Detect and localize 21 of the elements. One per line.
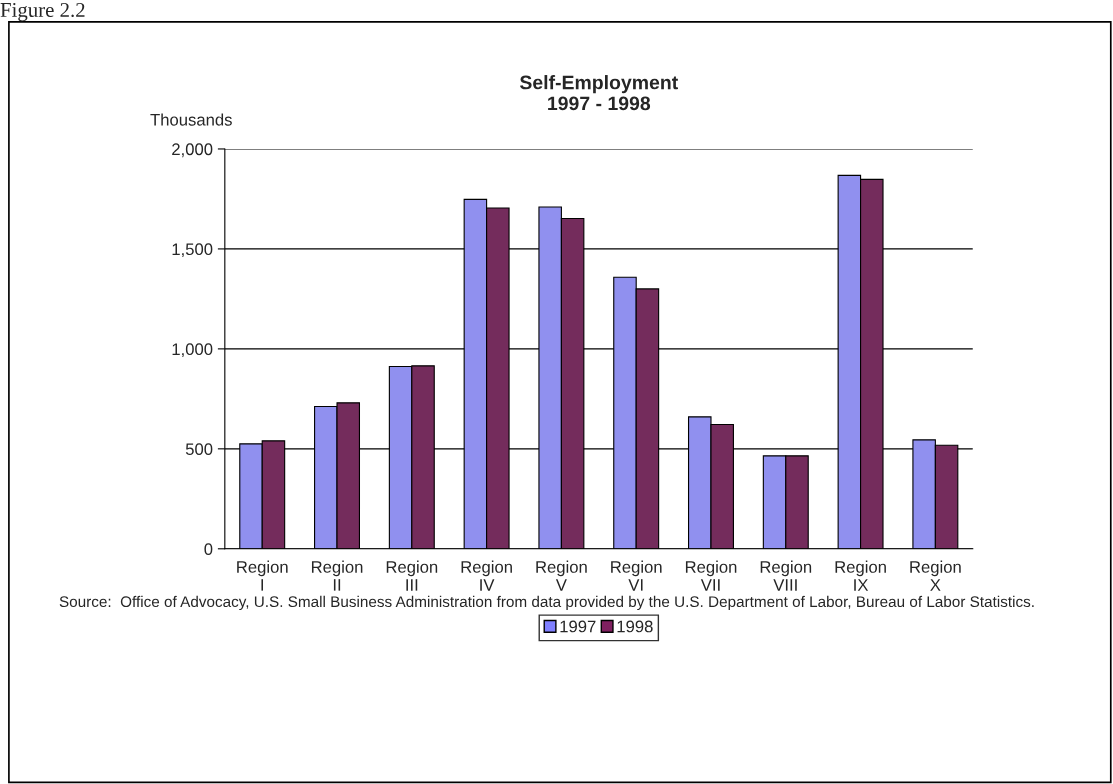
y-tick-label: 500 — [185, 443, 213, 456]
x-tick-label: Region IV — [461, 560, 512, 591]
caption: Figure 2.2 — [0, 2, 85, 22]
y-tick-label: 2,000 — [172, 143, 213, 158]
y-tick-label: 0 — [204, 543, 213, 555]
x-tick-label: Region VII — [685, 560, 737, 591]
source-note: Source: Office of Advocacy, U.S. Small Business Administration from data provided by the U.S. Department of Labor, Bureau of Labor Statistics. — [59, 595, 1034, 611]
x-tick-label: Region IX — [835, 560, 886, 591]
x-tick-label: Region VIII — [760, 560, 812, 591]
x-tick-label: Region X — [910, 560, 961, 591]
x-tick-label: Region III — [386, 560, 438, 591]
legend-label: 1997 — [560, 620, 596, 633]
y-tick-label: 1,000 — [172, 343, 213, 358]
y-tick-label: 1,500 — [172, 243, 213, 258]
chart-title: Self-Employment 1997 - 1998 — [519, 75, 678, 111]
y-axis-title: Thousands — [150, 113, 232, 126]
x-tick-label: Region VI — [611, 560, 662, 591]
x-tick-label: Region I — [237, 560, 288, 591]
x-tick-label: Region II — [311, 560, 363, 591]
x-tick-label: Region V — [536, 560, 587, 591]
legend-label: 1998 — [617, 620, 653, 633]
